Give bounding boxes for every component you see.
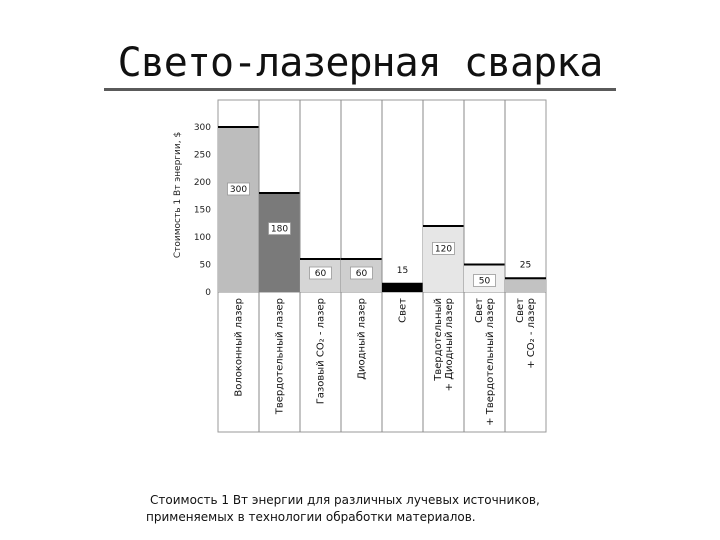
- value-label: 300: [230, 185, 247, 195]
- category-label: Свет: [398, 298, 409, 323]
- y-tick-label: 0: [205, 288, 211, 298]
- category-label: Твердотельный: [433, 298, 444, 382]
- value-label: 180: [271, 225, 288, 235]
- category-label: + CO₂ - лазер: [526, 298, 537, 369]
- value-label: 15: [397, 266, 408, 276]
- chart-caption: Стоимость 1 Вт энергии для различных луч…: [146, 492, 606, 526]
- value-label: 60: [356, 269, 368, 279]
- category-label: Газовый CO₂ - лазер: [316, 298, 327, 404]
- y-tick-label: 250: [194, 151, 211, 161]
- value-label-box: [309, 266, 332, 280]
- value-label: 120: [435, 244, 452, 254]
- title-underline: [104, 88, 616, 91]
- category-label: Волоконный лазер: [234, 298, 245, 397]
- y-tick-label: 150: [194, 206, 211, 216]
- y-tick-label: 300: [194, 123, 211, 133]
- value-label-box: [473, 274, 496, 287]
- caption-line-1: Стоимость 1 Вт энергии для различных луч…: [150, 493, 540, 507]
- category-label: Свет: [474, 298, 485, 323]
- value-label: 60: [315, 269, 327, 279]
- category-label: Свет: [515, 298, 526, 323]
- value-label: 50: [479, 277, 491, 287]
- slide-title: Свето-лазерная сварка: [117, 40, 604, 86]
- value-label-box: [268, 222, 291, 236]
- value-label-box: [227, 182, 250, 196]
- category-label: Диодный лазер: [357, 298, 368, 380]
- bar: [259, 193, 300, 292]
- category-label: + Диодный лазер: [444, 298, 455, 391]
- y-tick-label: 200: [194, 178, 211, 188]
- y-tick-label: 100: [194, 233, 211, 243]
- category-label: + Твердотельный лазер: [485, 298, 496, 426]
- value-label-box: [350, 266, 373, 280]
- bar: [423, 226, 464, 292]
- y-tick-label: 50: [200, 261, 212, 271]
- bar: [382, 283, 423, 292]
- caption-line-2: применяемых в технологии обработки матер…: [146, 510, 476, 524]
- value-label-box: [432, 241, 455, 255]
- bar: [505, 278, 546, 292]
- y-axis-label: Стоимость 1 Вт энергии, $: [173, 132, 183, 258]
- bar: [218, 127, 259, 292]
- category-label: Твердотельный лазер: [275, 298, 286, 415]
- value-label: 25: [520, 260, 531, 270]
